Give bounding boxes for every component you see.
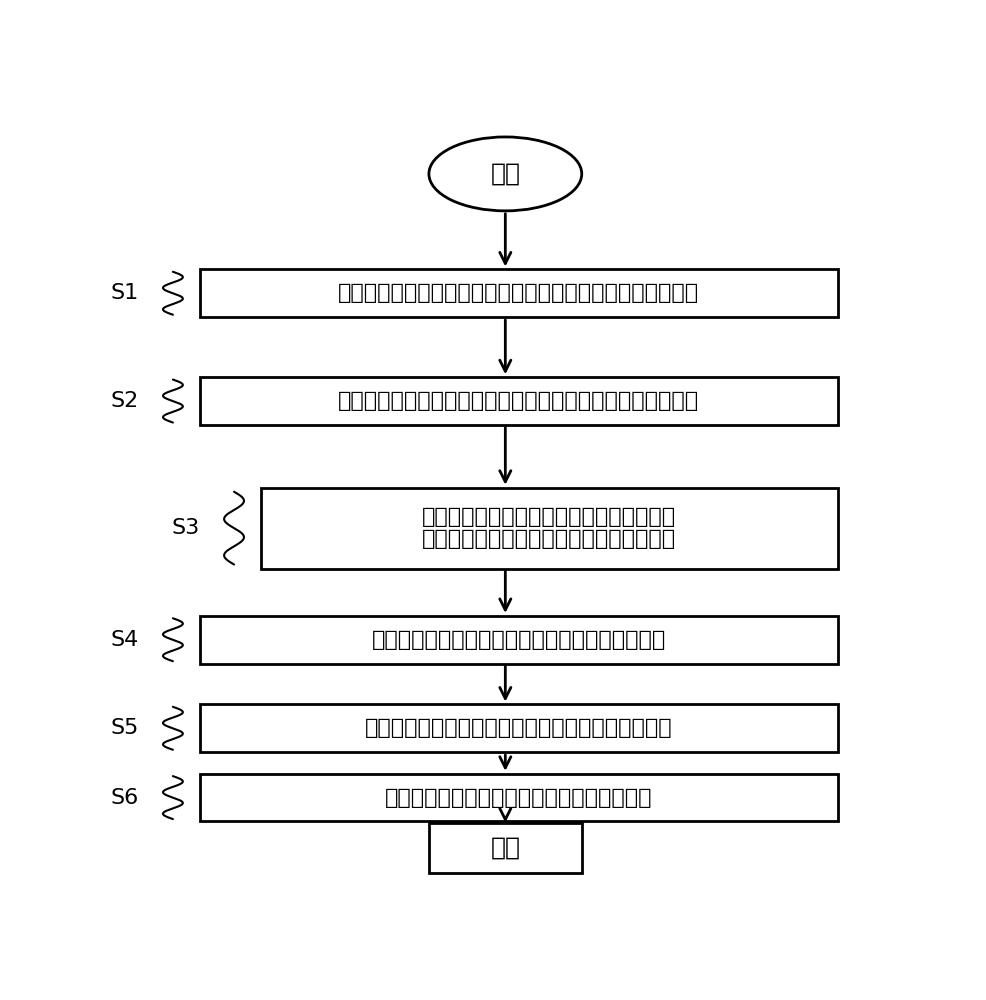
Text: S1: S1 bbox=[110, 283, 138, 303]
Text: 根据参数结果对初步系统图中的子模块参数进行修改: 根据参数结果对初步系统图中的子模块参数进行修改 bbox=[365, 718, 672, 738]
Text: 结束: 结束 bbox=[490, 836, 521, 860]
Text: S6: S6 bbox=[110, 788, 138, 808]
Text: S5: S5 bbox=[110, 718, 138, 738]
Text: 建立标准化模块，确认各标准化模块中的子模块和子模块参数: 建立标准化模块，确认各标准化模块中的子模块和子模块参数 bbox=[338, 391, 699, 411]
Text: S2: S2 bbox=[110, 391, 138, 411]
Text: 对电气系统图进行区块划分，确认绘制内容的标准化模块划分: 对电气系统图进行区块划分，确认绘制内容的标准化模块划分 bbox=[338, 283, 699, 303]
Text: 完善电气系统图的标注信息，生成电气系统图: 完善电气系统图的标注信息，生成电气系统图 bbox=[385, 788, 653, 808]
Text: 根据要绘制的电气系统图选取相应的标准化: 根据要绘制的电气系统图选取相应的标准化 bbox=[422, 507, 676, 527]
Text: S3: S3 bbox=[172, 518, 199, 538]
Text: 开始: 开始 bbox=[490, 162, 521, 186]
Text: S4: S4 bbox=[110, 630, 138, 650]
Text: 模块进行可见性拼合，形成初步电气系统图: 模块进行可见性拼合，形成初步电气系统图 bbox=[422, 529, 676, 549]
Text: 对初步电气系统图进行参数化计算，获取参数结果: 对初步电气系统图进行参数化计算，获取参数结果 bbox=[372, 630, 666, 650]
